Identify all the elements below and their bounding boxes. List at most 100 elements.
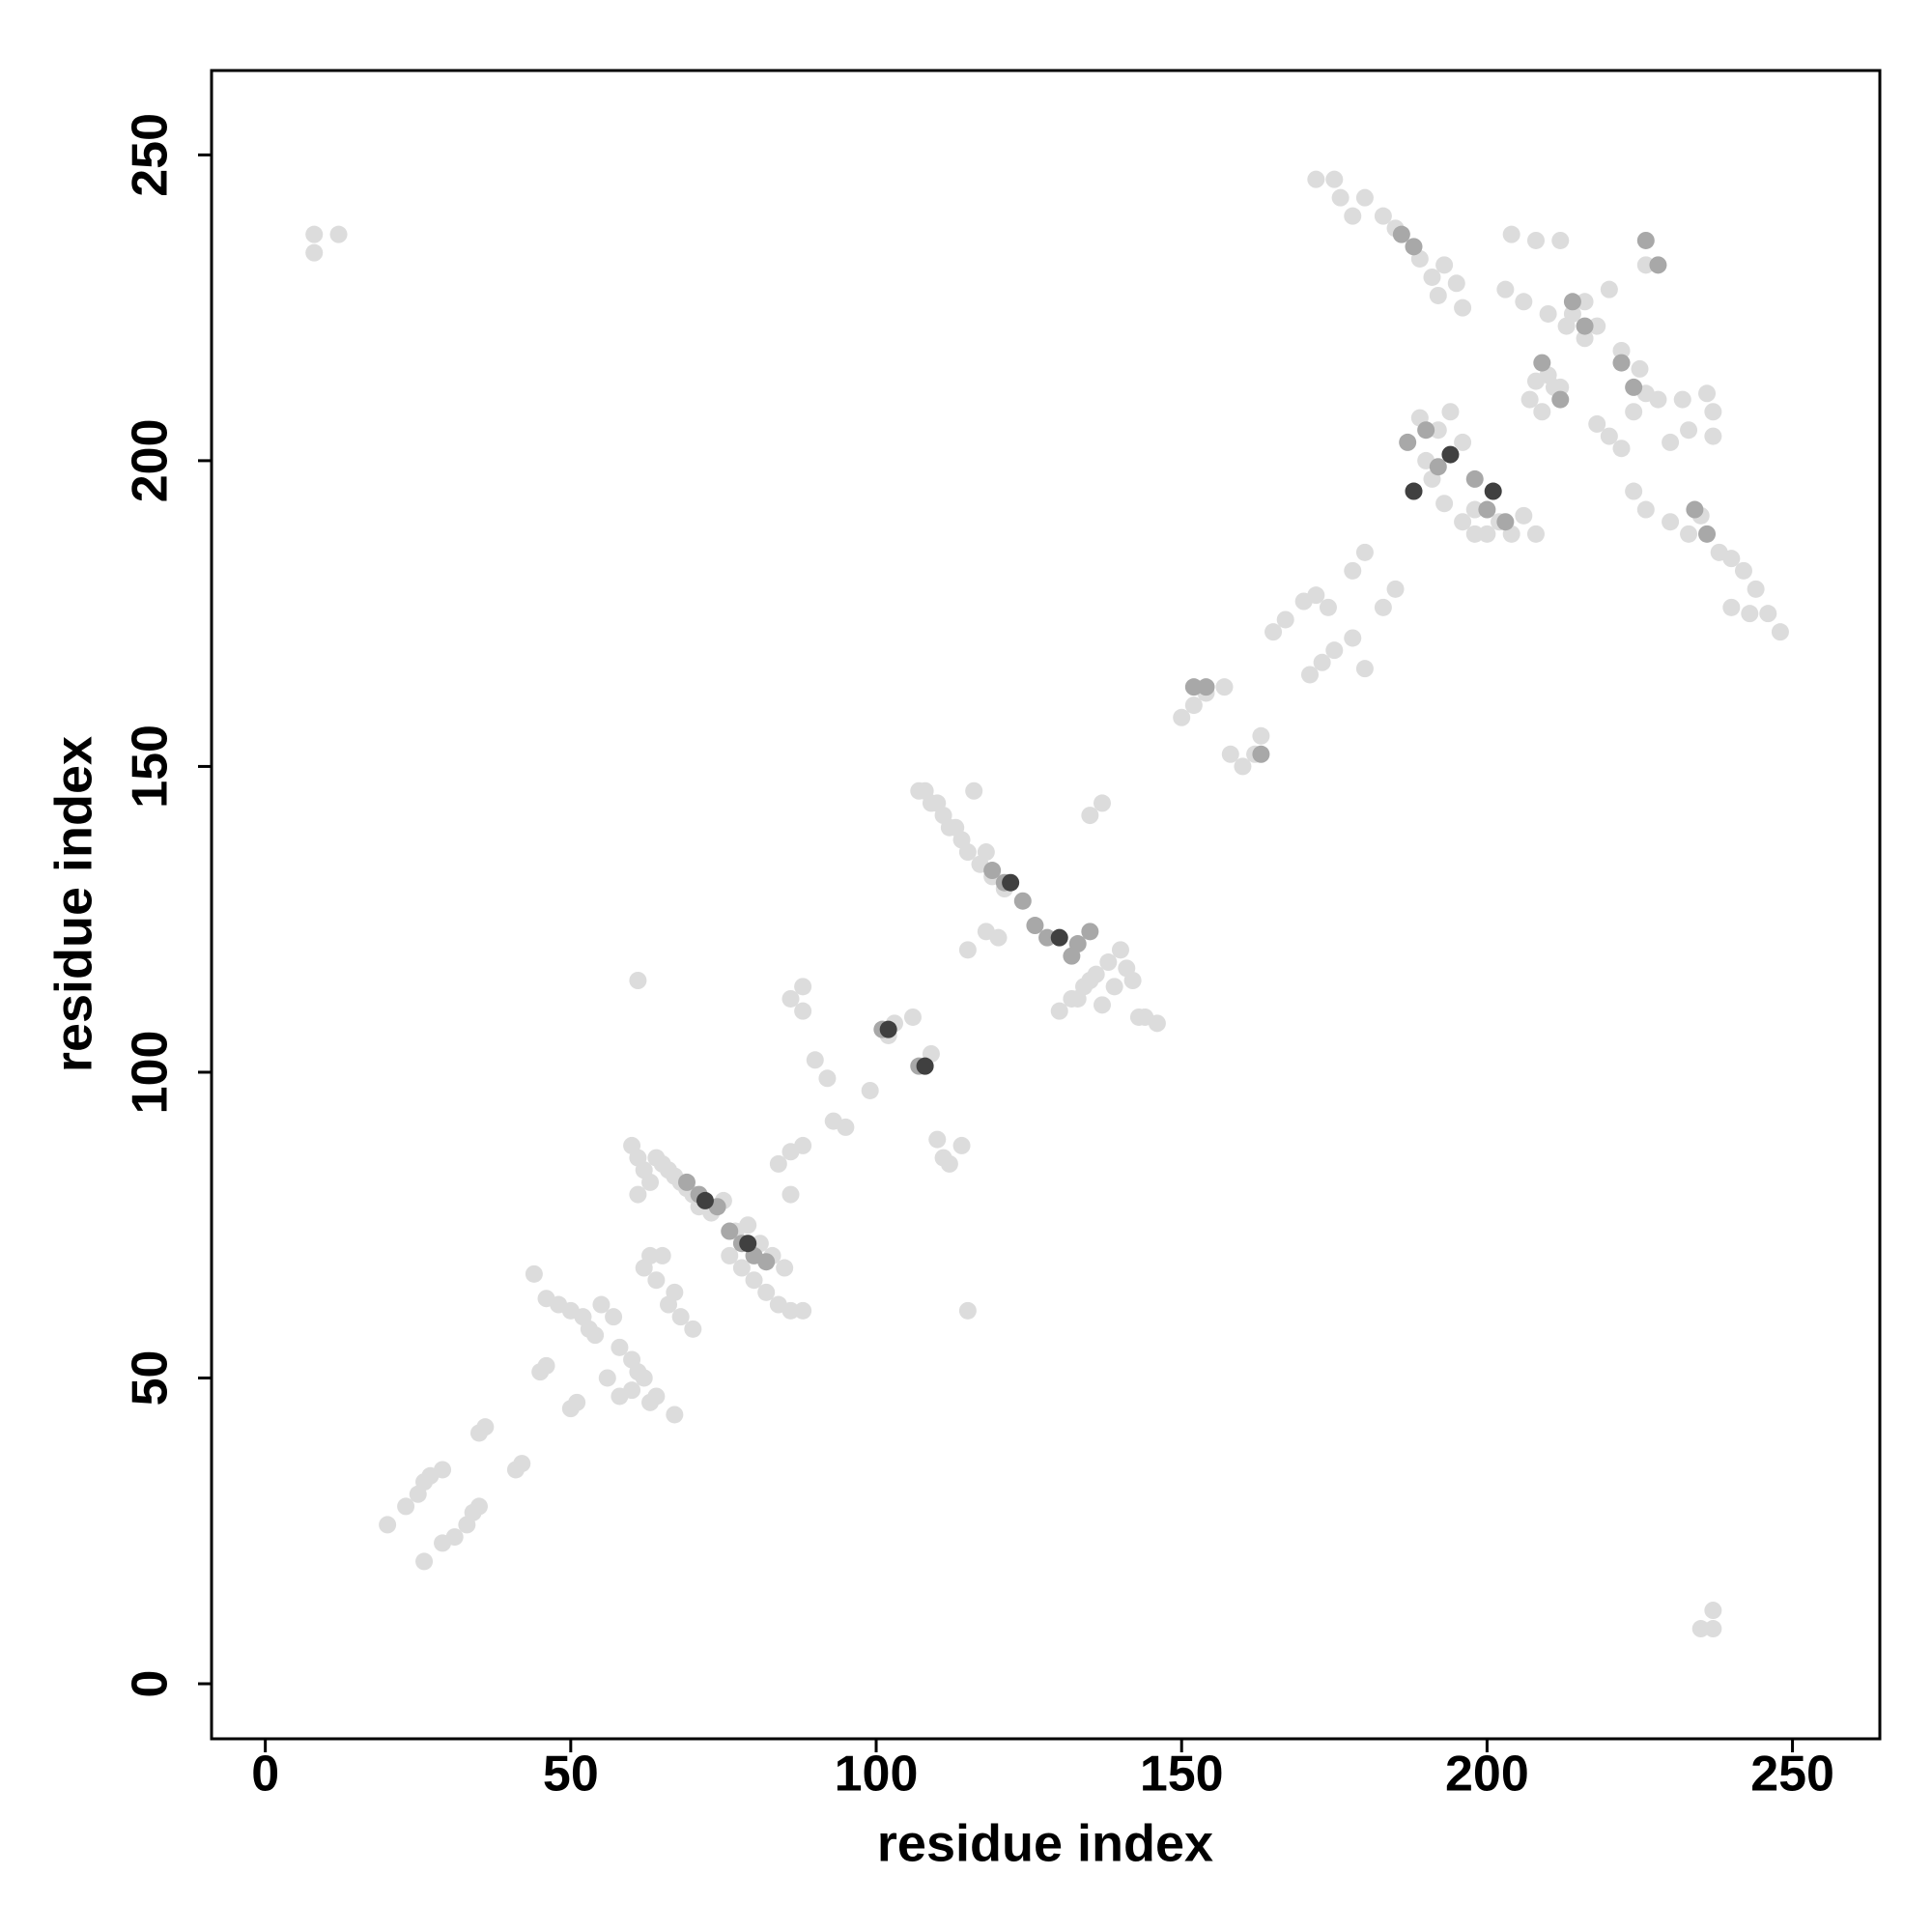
- contact-point: [916, 781, 934, 800]
- contact-point: [1344, 207, 1362, 225]
- contact-point: [1068, 989, 1087, 1008]
- contact-point: [1502, 225, 1520, 243]
- contact-point: [1264, 623, 1283, 641]
- contact-point: [666, 1406, 684, 1424]
- contact-point: [1478, 500, 1496, 519]
- contact-point: [1576, 329, 1594, 348]
- contact-point: [1081, 972, 1099, 989]
- contact-point: [592, 1295, 611, 1314]
- contact-point: [1184, 678, 1203, 696]
- contact-point: [1515, 293, 1533, 311]
- contact-point: [1355, 660, 1374, 678]
- contact-point: [794, 1002, 812, 1020]
- contact-point: [1313, 653, 1331, 671]
- contact-point: [1673, 390, 1691, 409]
- contact-point: [1704, 1620, 1722, 1638]
- contact-point: [1331, 188, 1350, 207]
- contact-point: [928, 1130, 947, 1149]
- contact-point: [769, 1154, 787, 1173]
- contact-point: [916, 1057, 934, 1075]
- y-tick-label: 250: [123, 113, 179, 197]
- contact-point: [1625, 482, 1643, 500]
- contact-point: [721, 1222, 739, 1240]
- contact-point: [641, 1173, 660, 1191]
- contact-point: [629, 972, 647, 989]
- contact-point: [1576, 293, 1594, 311]
- contact-point: [1441, 403, 1460, 421]
- contact-point: [977, 923, 995, 941]
- contact-point: [611, 1338, 629, 1356]
- contact-point: [1704, 403, 1722, 421]
- contact-point: [1563, 293, 1581, 311]
- contact-point: [1636, 256, 1655, 274]
- contact-point: [1405, 238, 1423, 256]
- contact-point: [757, 1253, 776, 1271]
- y-tick-label: 100: [123, 1031, 179, 1115]
- x-tick-label: 150: [1140, 1747, 1224, 1803]
- y-tick-label: 200: [123, 419, 179, 503]
- contact-point: [1722, 598, 1741, 616]
- contact-point: [476, 1418, 495, 1436]
- contact-point: [1600, 280, 1618, 298]
- contact-point: [1429, 458, 1447, 476]
- contact-point: [1050, 1002, 1068, 1020]
- contact-point: [1068, 935, 1087, 953]
- contact-point: [861, 1081, 879, 1099]
- x-tick-label: 250: [1750, 1747, 1834, 1803]
- contact-point: [537, 1356, 555, 1375]
- contact-point: [818, 1069, 837, 1088]
- contact-point: [1300, 666, 1319, 684]
- contact-point: [983, 862, 1002, 880]
- contact-point: [837, 1118, 855, 1136]
- contact-point: [1704, 1602, 1722, 1620]
- contact-point: [1050, 928, 1068, 947]
- contact-point: [1515, 506, 1533, 525]
- contact-point: [1563, 304, 1581, 323]
- y-axis-title: residue index: [44, 736, 102, 1072]
- contact-point: [1093, 996, 1111, 1014]
- contact-point: [434, 1461, 452, 1479]
- x-tick-label: 0: [251, 1747, 279, 1803]
- contact-point: [1441, 445, 1460, 464]
- contact-point: [1520, 390, 1539, 409]
- contact-point: [1252, 745, 1270, 763]
- contact-point: [1099, 953, 1118, 972]
- contact-point: [958, 941, 977, 959]
- contact-point: [1734, 561, 1752, 580]
- contact-point: [781, 1185, 800, 1204]
- contact-point: [1662, 513, 1680, 531]
- contact-point: [903, 1008, 922, 1026]
- contact-point: [1392, 225, 1410, 243]
- contact-point: [1307, 170, 1325, 188]
- contact-point: [1417, 421, 1435, 440]
- contact-point: [1105, 978, 1123, 996]
- contact-point: [1081, 923, 1099, 941]
- contact-point: [745, 1271, 763, 1290]
- contact-point: [1588, 414, 1606, 433]
- contact-point: [1002, 873, 1020, 892]
- contact-point: [1454, 298, 1472, 317]
- contact-point: [696, 1191, 714, 1209]
- contact-point: [952, 1136, 971, 1154]
- contact-point: [1612, 341, 1631, 359]
- contact-point: [305, 225, 324, 243]
- contact-point: [977, 843, 995, 862]
- contact-point: [1129, 1008, 1148, 1026]
- contact-point: [1454, 513, 1472, 531]
- contact-point: [397, 1497, 415, 1516]
- contact-point: [1399, 433, 1417, 451]
- contact-point: [1234, 757, 1252, 776]
- contact-point: [757, 1283, 776, 1301]
- contact-point: [732, 1259, 751, 1277]
- contact-point: [1526, 231, 1545, 249]
- contact-point: [776, 1259, 794, 1277]
- contact-point: [1221, 745, 1239, 763]
- contact-point: [1374, 598, 1392, 616]
- contact-point: [1405, 482, 1423, 500]
- x-axis-title: residue index: [877, 1814, 1213, 1872]
- x-tick-label: 50: [543, 1747, 599, 1803]
- contact-point: [1325, 641, 1344, 660]
- contact-point: [415, 1552, 434, 1571]
